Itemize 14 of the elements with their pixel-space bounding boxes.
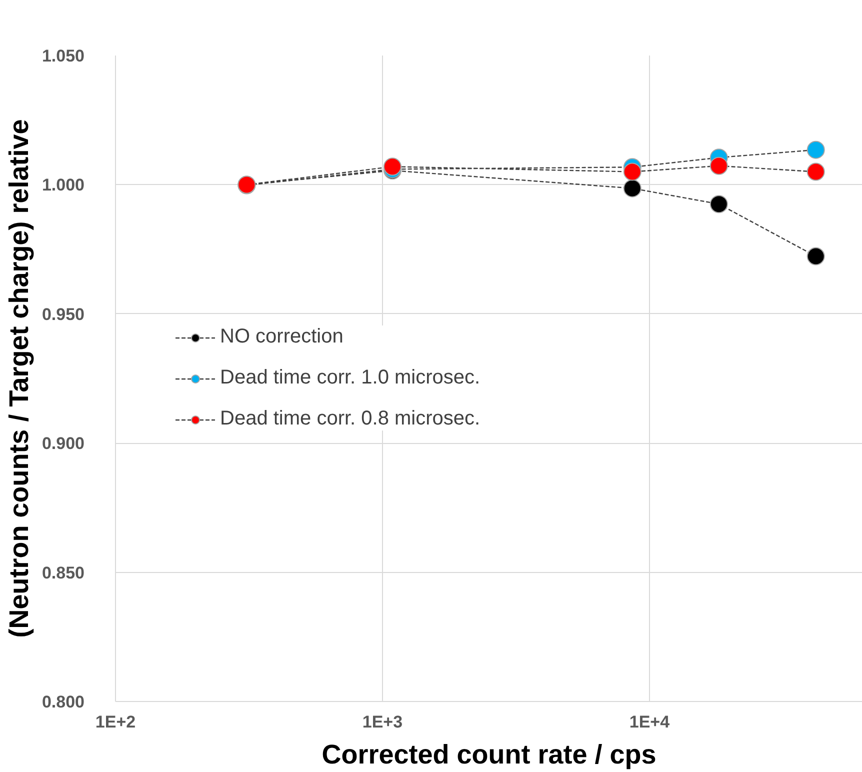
legend-label: NO correction (220, 326, 344, 348)
legend-label: Dead time corr. 1.0 microsec. (220, 366, 480, 390)
y-tick-label: 0.900 (42, 434, 85, 454)
y-tick-label: 0.800 (42, 692, 85, 712)
x-tick-label: 1E+3 (362, 712, 403, 732)
x-axis-title: Corrected count rate / cps (322, 740, 656, 770)
y-tick-label: 1.050 (42, 46, 85, 66)
y-tick-label: 1.000 (42, 176, 85, 195)
x-tick-label: 1E+4 (629, 712, 670, 732)
y-axis-title: (Neutron counts / Target charge) relative (4, 119, 34, 638)
y-tick-label: 0.850 (42, 563, 85, 582)
legend-label: Dead time corr. 0.8 microsec. (220, 408, 480, 430)
y-tick-label: 0.950 (42, 304, 85, 324)
x-tick-label: 1E+2 (95, 712, 136, 732)
